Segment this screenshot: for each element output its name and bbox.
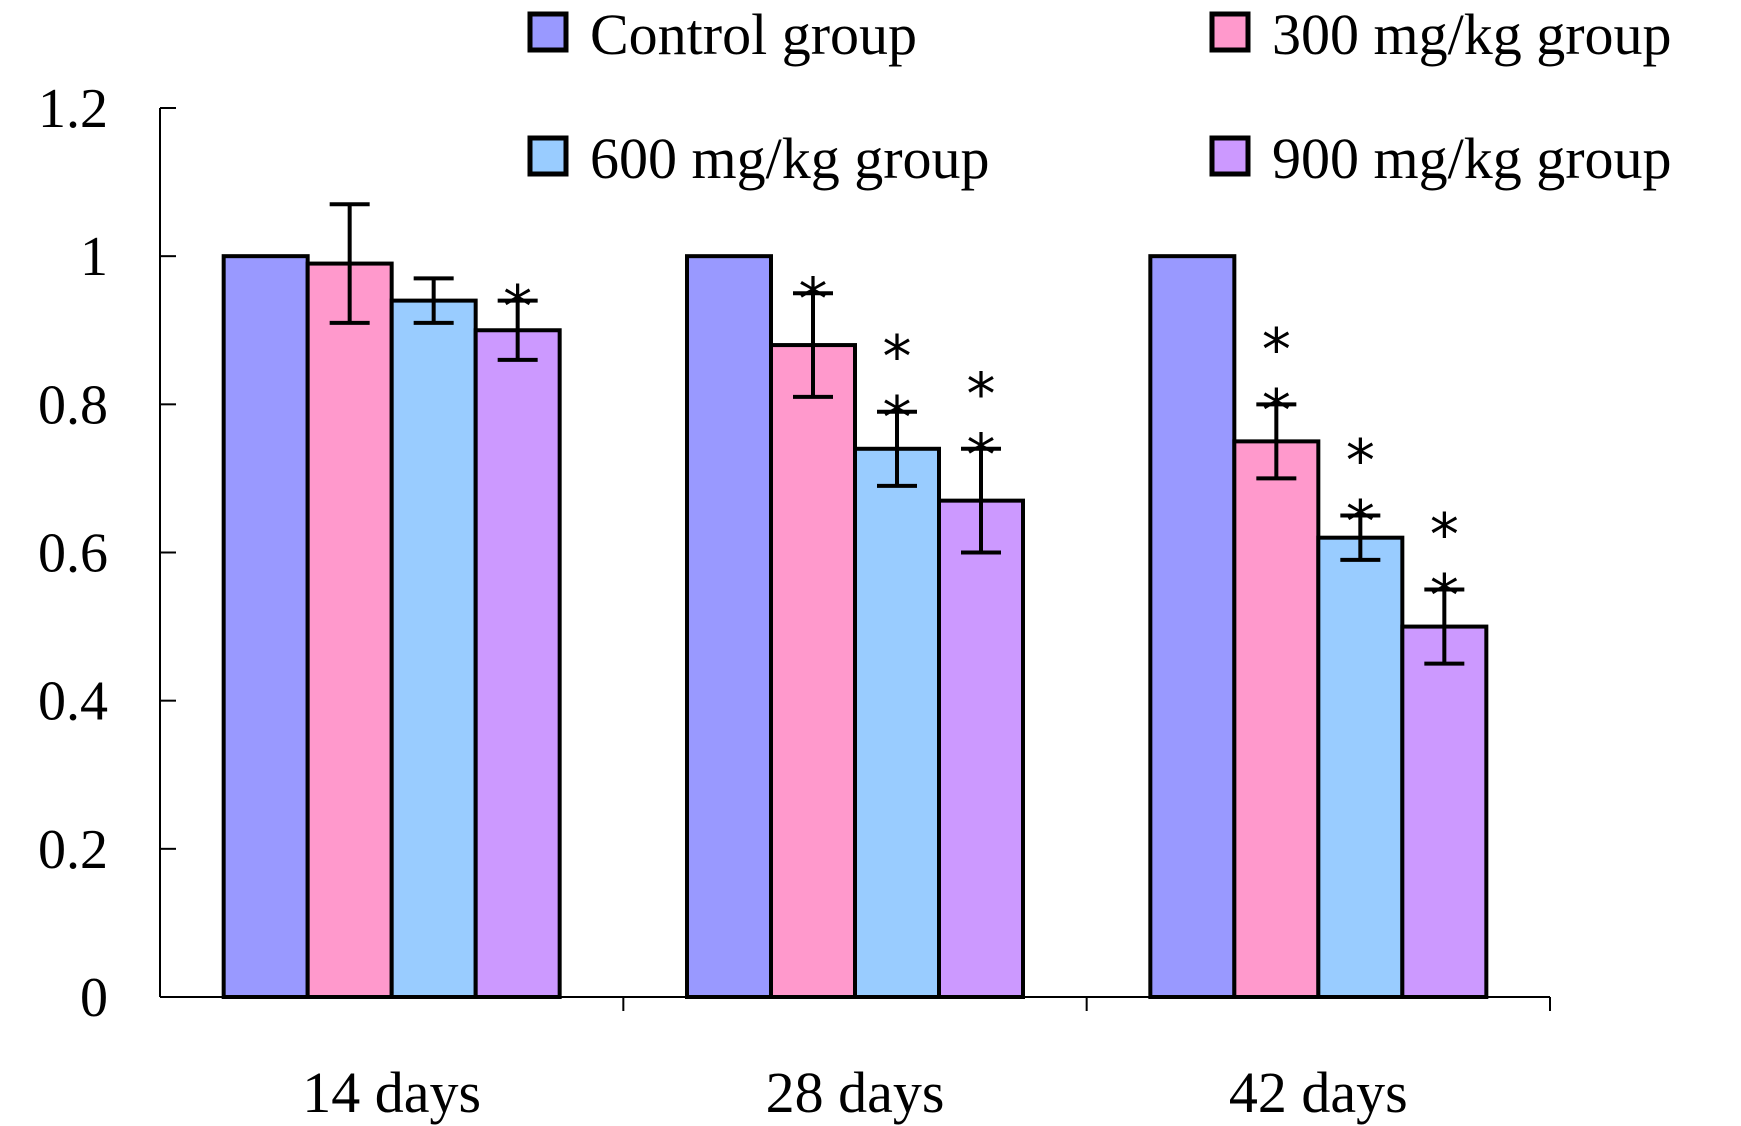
legend-swatch	[1209, 11, 1251, 53]
legend: Control group 300 mg/kg group 600 mg/kg gr…	[527, 2, 1672, 191]
legend-swatch	[1209, 135, 1251, 177]
legend-label: 900 mg/kg group	[1272, 126, 1672, 191]
legend-label: 300 mg/kg group	[1272, 2, 1672, 67]
x-category-label: 42 days	[1229, 1060, 1408, 1125]
significance-star: *	[883, 384, 912, 452]
bar	[389, 298, 478, 1000]
y-tick-label: 1.2	[38, 78, 108, 140]
bar	[1232, 439, 1321, 999]
bar	[853, 446, 941, 999]
significance-star: *	[799, 265, 828, 333]
significance-star: *	[1430, 562, 1459, 630]
bar	[937, 498, 1025, 999]
y-tick-label: 0.6	[38, 523, 108, 585]
bar	[1316, 535, 1405, 1000]
significance-star: *	[503, 273, 532, 341]
significance-star: *	[1346, 426, 1375, 494]
bar	[769, 343, 857, 1000]
bar	[473, 328, 562, 999]
significance-star: *	[1346, 487, 1375, 555]
significance-star: *	[883, 323, 912, 391]
legend-swatch	[527, 135, 569, 177]
bars: * *** ****** **	[221, 202, 1489, 1000]
y-tick-label: 0.2	[38, 819, 108, 881]
bar	[685, 254, 773, 999]
x-category-label: 14 days	[302, 1060, 481, 1125]
legend-swatch	[527, 11, 569, 53]
x-axis: 14 days 28 days 42 days	[160, 996, 1551, 1125]
bar	[1148, 254, 1237, 999]
bar	[221, 254, 310, 999]
legend-label: Control group	[590, 2, 917, 67]
significance-star: *	[1430, 501, 1459, 569]
significance-star: *	[967, 360, 996, 428]
significance-star: *	[1262, 315, 1291, 383]
y-tick-label: 0.8	[38, 374, 108, 436]
y-tick-label: 1	[80, 226, 108, 288]
y-axis: 0 0.2 0.4 0.6 0.8 1 1.2	[38, 78, 176, 1029]
x-category-label: 28 days	[766, 1060, 945, 1125]
significance-star: *	[1262, 376, 1291, 444]
y-tick-label: 0	[80, 967, 108, 1029]
bar	[305, 261, 394, 999]
bar	[1400, 624, 1489, 999]
significance-star: *	[967, 421, 996, 489]
legend-label: 600 mg/kg group	[590, 126, 990, 191]
y-tick-label: 0.4	[38, 671, 108, 733]
